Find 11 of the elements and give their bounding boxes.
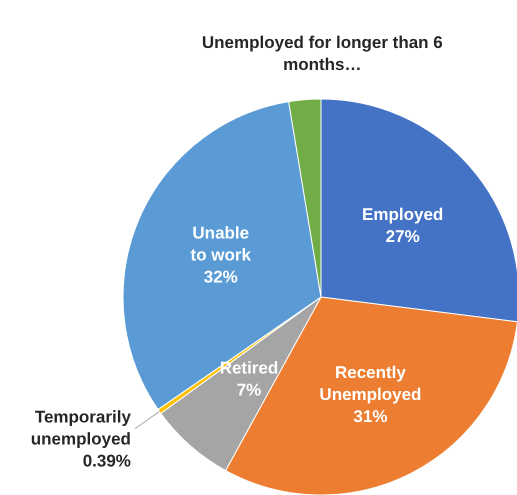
data-label: 32% — [204, 266, 238, 286]
data-label: 31% — [353, 406, 388, 426]
slice-label: Recently Unemployed — [319, 362, 422, 404]
slice-label: Unemployed for longer than 6 months… — [202, 32, 443, 74]
data-label: 27% — [386, 226, 420, 246]
slice-label: Retired — [220, 358, 278, 378]
slice-label: Employed — [362, 204, 444, 224]
slice-label: Unable to work — [190, 222, 252, 264]
data-label: 7% — [236, 380, 262, 400]
slice-label: Temporarily unemployed — [30, 407, 132, 448]
data-label: 0.39% — [82, 451, 131, 470]
